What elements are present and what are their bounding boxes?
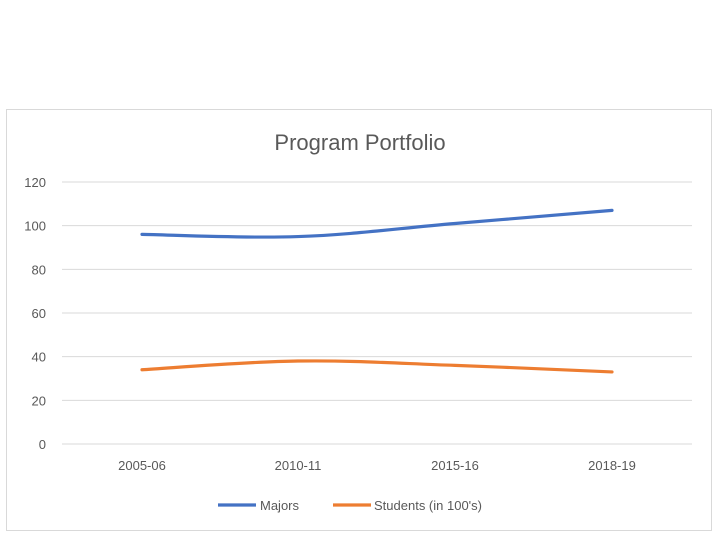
y-tick-label: 0 xyxy=(39,437,46,452)
chart-title: Program Portfolio xyxy=(274,130,445,155)
x-tick-label: 2005-06 xyxy=(118,458,166,473)
x-tick-label: 2015-16 xyxy=(431,458,479,473)
x-tick-label: 2010-11 xyxy=(275,458,322,473)
legend-label: Majors xyxy=(260,498,300,513)
y-axis-ticks: 0 20 40 60 80 100 120 xyxy=(24,175,46,452)
y-tick-label: 40 xyxy=(32,350,46,365)
series-line-students xyxy=(140,359,614,374)
series-line-majors xyxy=(140,208,614,239)
gridlines xyxy=(62,181,692,445)
legend: Majors Students (in 100's) xyxy=(218,498,482,513)
y-tick-label: 120 xyxy=(24,175,46,190)
x-axis-ticks: 2005-06 2010-11 2015-16 2018-19 xyxy=(118,458,636,473)
y-tick-label: 60 xyxy=(32,306,46,321)
chart-frame xyxy=(6,109,712,531)
y-tick-label: 100 xyxy=(24,219,46,234)
y-tick-label: 80 xyxy=(32,262,46,277)
y-tick-label: 20 xyxy=(32,393,46,408)
legend-label: Students (in 100's) xyxy=(374,498,482,513)
x-tick-label: 2018-19 xyxy=(588,458,636,473)
series-lines xyxy=(140,208,614,374)
